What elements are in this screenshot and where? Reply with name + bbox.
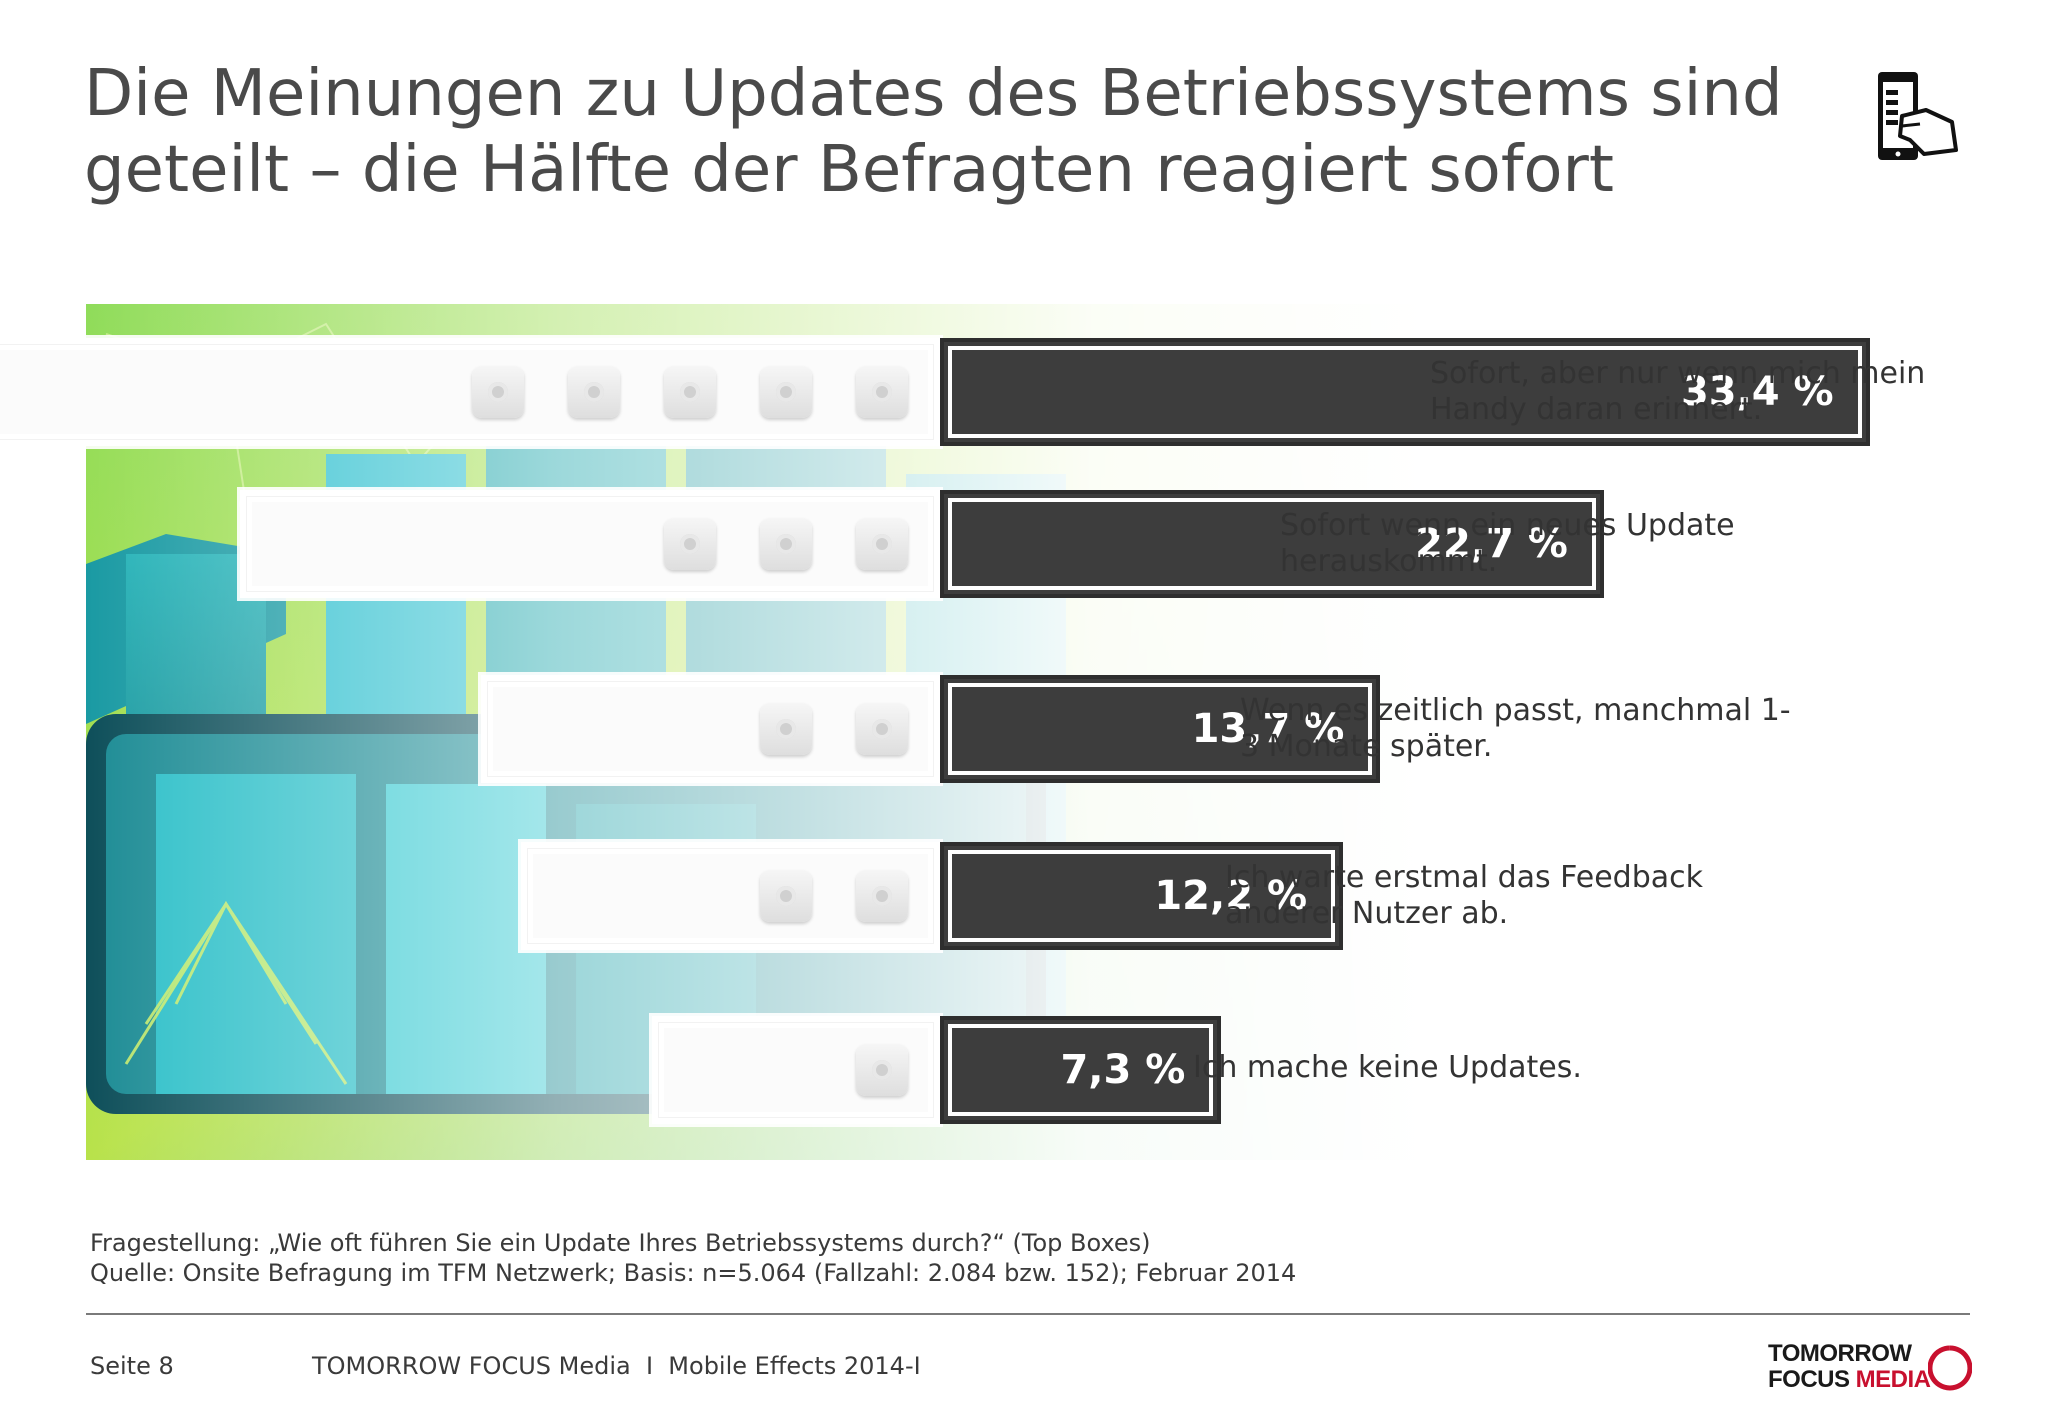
logo-line-2b: MEDIA bbox=[1855, 1366, 1931, 1393]
logo-line-1: TOMORROW bbox=[1768, 1340, 1912, 1367]
app-icon bbox=[855, 870, 908, 922]
bar: 12,2 % bbox=[940, 842, 1344, 950]
app-icon bbox=[664, 366, 716, 418]
footer-divider bbox=[86, 1313, 1970, 1315]
bar-value-label: 12,2 % bbox=[1154, 873, 1308, 919]
app-icon bbox=[663, 518, 716, 570]
app-icon bbox=[759, 518, 812, 570]
app-icon bbox=[855, 518, 908, 570]
bar-left-segment bbox=[648, 1013, 943, 1127]
app-icon bbox=[855, 1044, 908, 1096]
app-icon bbox=[759, 703, 812, 755]
app-icon bbox=[856, 366, 908, 418]
bar-left-fill bbox=[252, 502, 928, 586]
bar-value-label: 13,7 % bbox=[1191, 706, 1345, 752]
app-icon bbox=[568, 366, 620, 418]
bar-value-label: 7,3 % bbox=[1060, 1047, 1186, 1093]
logo-line-2: FOCUS MEDIA bbox=[1768, 1366, 1931, 1394]
page-number: Seite 8 bbox=[90, 1352, 174, 1380]
footnote-source: Quelle: Onsite Befragung im TFM Netzwerk… bbox=[90, 1259, 1297, 1287]
tomorrow-focus-media-logo: TOMORROW FOCUS MEDIA bbox=[1768, 1340, 1978, 1394]
bar-left-segment bbox=[0, 335, 944, 449]
bar: 33,4 % bbox=[940, 338, 1870, 446]
footer-text: TOMORROW FOCUS Media I Mobile Effects 20… bbox=[312, 1352, 921, 1380]
category-label: Sofort wenn ein neues Update herauskommt… bbox=[1280, 508, 1735, 579]
category-label: Ich warte erstmal das Feedback anderer N… bbox=[1225, 860, 1704, 931]
bar-left-segment bbox=[517, 839, 943, 953]
bar: 22,7 % bbox=[940, 490, 1604, 598]
app-icon bbox=[759, 870, 812, 922]
bar: 7,3 % bbox=[940, 1016, 1222, 1124]
app-icon bbox=[760, 366, 812, 418]
category-label: Sofort, aber nur wenn mich mein Handy da… bbox=[1430, 356, 1926, 427]
bar: 13,7 % bbox=[940, 675, 1381, 783]
bar-value-label: 33,4 % bbox=[1680, 369, 1834, 415]
category-label: Wenn es zeitlich passt, manchmal 1-3 Mon… bbox=[1240, 693, 1791, 764]
app-icon bbox=[855, 703, 908, 755]
logo-line-2a: FOCUS bbox=[1768, 1366, 1856, 1393]
bar-left-fill bbox=[492, 687, 928, 771]
logo-mark-icon bbox=[1928, 1345, 1972, 1391]
phone-in-hand-icon bbox=[1878, 72, 1958, 160]
category-label: Ich mache keine Updates. bbox=[1193, 1050, 1582, 1085]
bar-left-segment bbox=[237, 487, 943, 601]
footnote-question: Fragestellung: „Wie oft führen Sie ein U… bbox=[90, 1229, 1151, 1257]
bar-value-label: 22,7 % bbox=[1415, 521, 1568, 567]
bar-left-segment bbox=[477, 672, 943, 786]
footnotes: Fragestellung: „Wie oft führen Sie ein U… bbox=[90, 1228, 1296, 1288]
page-title: Die Meinungen zu Updates des Betriebssys… bbox=[84, 57, 1783, 207]
app-icon bbox=[472, 366, 524, 418]
